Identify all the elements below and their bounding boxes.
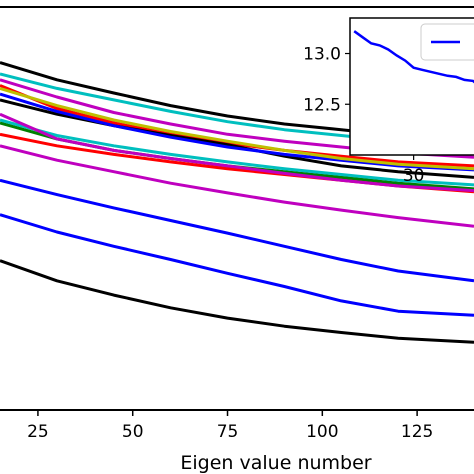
x-tick-label-100: 100 [306, 422, 338, 442]
x-tick-label-75: 75 [217, 422, 239, 442]
series-line-13 [0, 178, 474, 283]
inset-y-tick-label-12.5: 12.5 [303, 95, 341, 115]
inset-ticks: 12.5 13.0 30 [303, 45, 424, 186]
inset-series-group [353, 30, 474, 84]
main-series-group [0, 61, 474, 344]
series-line-15 [0, 259, 474, 344]
main-x-ticks: 25 50 75 100 125 [27, 410, 433, 442]
series-line-6 [0, 92, 474, 172]
x-axis-label: Eigen value number [180, 452, 371, 474]
x-tick-label-50: 50 [122, 422, 144, 442]
series-line-12 [0, 144, 474, 228]
inset-y-tick-label-13.0: 13.0 [303, 45, 341, 65]
series-line-14 [0, 213, 474, 317]
series-line-9 [0, 118, 474, 187]
inset-series-line-1 [353, 30, 474, 84]
x-tick-label-125: 125 [401, 422, 433, 442]
series-line-5 [0, 98, 474, 179]
inset-x-tick-label-30: 30 [403, 166, 425, 186]
inset-chart: 12.5 13.0 30 [303, 17, 474, 186]
series-line-11 [0, 112, 474, 193]
series-line-4 [0, 84, 474, 168]
x-tick-label-25: 25 [27, 422, 49, 442]
series-line-7 [0, 86, 474, 171]
